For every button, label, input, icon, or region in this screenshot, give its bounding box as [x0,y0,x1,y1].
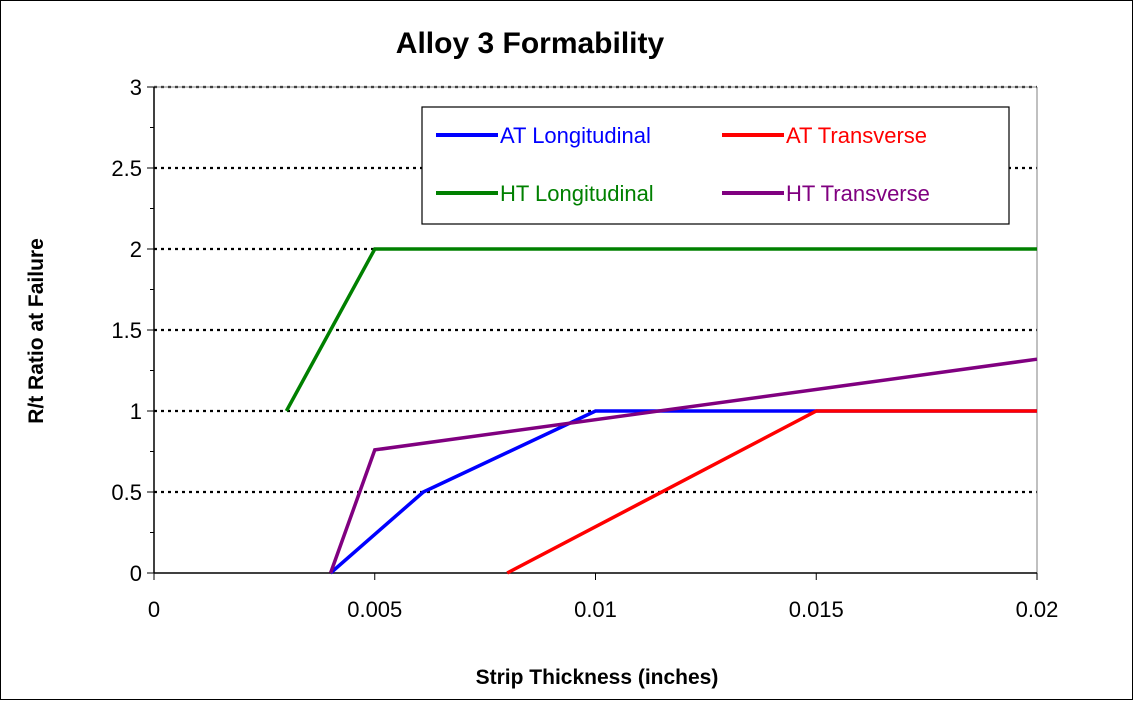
y-tick-label-5: 2.5 [111,156,142,181]
y-tick-label-2: 1 [130,399,142,424]
legend-box [421,106,1010,225]
legend-label-2: HT Longitudinal [500,181,654,206]
x-tick-label-1: 0.005 [347,597,402,622]
legend: AT Longitudinal AT Transverse HT Longitudi… [421,106,1010,225]
x-tick-label-2: 0.01 [574,597,617,622]
series-lines [284,247,1038,575]
x-tick-label-0: 0 [148,597,160,622]
legend-label-0: AT Longitudinal [500,123,651,148]
x-tick-label-4: 0.02 [1016,597,1059,622]
x-axis-label: Strip Thickness (inches) [476,666,719,689]
x-tick-label-3: 0.015 [789,597,844,622]
series-line-ht-longitudinal [284,247,1037,412]
y-tick-label-3: 1.5 [111,318,142,343]
legend-label-1: AT Transverse [786,123,927,148]
y-tick-label-4: 2 [130,237,142,262]
series-line-ht-transverse [328,357,1038,574]
y-tick-label-0: 0 [130,561,142,586]
legend-label-3: HT Transverse [786,181,930,206]
chart-title: Alloy 3 Formability [396,27,665,60]
series-line-at-transverse [506,409,1037,575]
y-tick-label-6: 3 [130,75,142,100]
axes: 0 0.5 1 1.5 2 2.5 3 0 0.005 0.01 0.015 0.02 [111,75,1058,622]
y-axis-label: R/t Ratio at Failure [25,238,48,424]
y-tick-label-1: 0.5 [111,480,142,505]
